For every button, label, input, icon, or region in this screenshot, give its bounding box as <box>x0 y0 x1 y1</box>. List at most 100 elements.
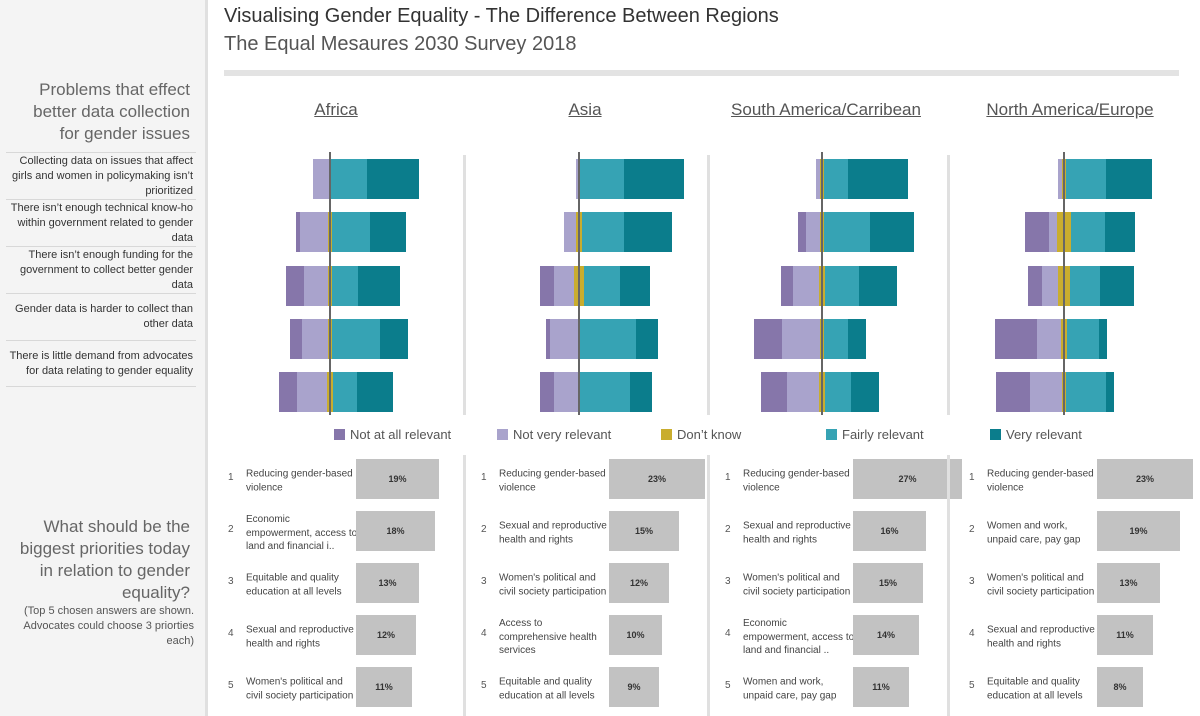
priority-rank: 2 <box>969 524 975 535</box>
bar-segment-not-very-relevant <box>313 159 329 199</box>
bar-segment-not-very-relevant <box>550 319 578 359</box>
priority-rank: 5 <box>228 680 234 691</box>
bar-segment-very-relevant <box>620 266 650 306</box>
priority-label: Women's political and civil society part… <box>499 572 607 598</box>
question-label: There is little demand from advocates fo… <box>6 340 196 387</box>
sidebar-panel <box>0 0 205 716</box>
priority-rank: 5 <box>725 680 731 691</box>
legend: Not at all relevant Not very relevant Do… <box>334 427 1184 445</box>
priority-bar: 13% <box>1097 563 1160 603</box>
legend-swatch <box>334 429 345 440</box>
bar-segment-not-very-relevant <box>806 212 820 252</box>
priority-bar: 10% <box>609 615 662 655</box>
priority-row: 2 Economic empowerment, access to land an… <box>224 507 452 559</box>
bar-segment-fairly-relevant <box>584 266 620 306</box>
priority-bar: 19% <box>356 459 439 499</box>
bar-segment-fairly-relevant <box>1070 266 1100 306</box>
priority-row: 5 Women's political and civil society par… <box>224 663 452 715</box>
priority-rank: 1 <box>725 472 731 483</box>
priority-label: Equitable and quality education at all l… <box>499 676 595 702</box>
priority-bar: 13% <box>356 563 419 603</box>
priority-label: Reducing gender-based violence <box>987 468 1094 494</box>
priority-rank: 2 <box>481 524 487 535</box>
priority-percent-label: 15% <box>634 526 653 536</box>
bar-segment-not-very-relevant <box>304 266 328 306</box>
bar-segment-fairly-relevant <box>332 212 370 252</box>
priority-bar: 16% <box>853 511 926 551</box>
bar-segment-not-at-all-relevant <box>279 372 297 412</box>
priority-row: 4 Economic empowerment, access to land an… <box>721 611 949 663</box>
priority-label: Sexual and reproductive health and right… <box>743 520 851 546</box>
bar-segment-very-relevant <box>1106 372 1114 412</box>
priority-row: 2 Women and work, unpaid care, pay gap 19% <box>965 507 1193 559</box>
priority-percent-label: 23% <box>647 474 666 484</box>
legend-item: Very relevant <box>990 427 1082 442</box>
bar-segment-not-very-relevant <box>816 159 820 199</box>
priority-rank: 5 <box>481 680 487 691</box>
bar-segment-very-relevant <box>848 319 866 359</box>
priority-rank: 4 <box>969 628 975 639</box>
priority-row: 5 Equitable and quality education at all … <box>477 663 705 715</box>
priority-rank: 4 <box>228 628 234 639</box>
priority-label: Women's political and civil society part… <box>987 572 1095 598</box>
priority-label: Women's political and civil society part… <box>246 676 354 702</box>
priority-bar: 11% <box>356 667 412 707</box>
priority-percent-label: 11% <box>1116 630 1134 640</box>
priorities-heading: What should be the biggest priorities to… <box>20 516 190 604</box>
bar-segment-not-very-relevant <box>1042 266 1058 306</box>
bar-segment-very-relevant <box>358 266 400 306</box>
priority-bar: 12% <box>356 615 416 655</box>
legend-item: Not very relevant <box>497 427 611 442</box>
priority-label: Economic empowerment, access to land and… <box>743 617 855 656</box>
legend-label: Not very relevant <box>513 427 612 442</box>
bar-segment-not-at-all-relevant <box>540 266 554 306</box>
priority-rank: 4 <box>481 628 487 639</box>
bar-segment-very-relevant <box>636 319 658 359</box>
legend-swatch <box>826 429 837 440</box>
page-title: Visualising Gender Equality - The Differ… <box>224 5 779 27</box>
bar-segment-very-relevant <box>1106 159 1152 199</box>
bar-segment-not-at-all-relevant <box>1028 266 1042 306</box>
priorities-heading-line: biggest priorities today <box>19 539 190 558</box>
bar-segment-fairly-relevant <box>580 319 636 359</box>
bar-segment-fairly-relevant <box>824 212 870 252</box>
priority-row: 1 Reducing gender-based violence 27% <box>721 455 962 507</box>
priority-rank: 5 <box>969 680 975 691</box>
priority-percent-label: 9% <box>627 682 641 692</box>
bar-segment-not-at-all-relevant <box>540 372 554 412</box>
priority-percent-label: 14% <box>876 630 895 640</box>
priority-bar: 11% <box>1097 615 1153 655</box>
bar-segment-very-relevant <box>357 372 393 412</box>
bar-segment-fairly-relevant <box>332 266 358 306</box>
priority-label: Reducing gender-based violence <box>246 468 353 494</box>
bar-segment-very-relevant <box>851 372 879 412</box>
bar-segment-not-very-relevant <box>1037 319 1061 359</box>
bar-segment-very-relevant <box>1105 212 1135 252</box>
priority-row: 3 Women's political and civil society par… <box>477 559 705 611</box>
problems-heading-line: better data collection <box>33 102 190 121</box>
priority-label: Equitable and quality education at all l… <box>246 572 342 598</box>
priority-label: Equitable and quality education at all l… <box>987 676 1083 702</box>
page-subtitle: The Equal Mesaures 2030 Survey 2018 <box>224 33 577 55</box>
bar-segment-very-relevant <box>848 159 908 199</box>
priority-label: Sexual and reproductive health and right… <box>499 520 607 546</box>
priority-rank: 3 <box>228 576 234 587</box>
priority-label: Economic empowerment, access to land and… <box>246 513 358 552</box>
question-label: There isn’t enough funding for the gover… <box>6 246 196 293</box>
priority-percent-label: 18% <box>386 526 405 536</box>
region-title-asia: Asia <box>568 100 602 119</box>
bar-segment-not-at-all-relevant <box>286 266 304 306</box>
priority-rank: 1 <box>969 472 975 483</box>
legend-swatch <box>497 429 508 440</box>
priority-rank: 3 <box>725 576 731 587</box>
priority-row: 3 Women's political and civil society par… <box>721 559 949 611</box>
bar-segment-not-at-all-relevant <box>996 372 1030 412</box>
bar-segment-not-very-relevant <box>576 159 578 199</box>
bar-segment-fairly-relevant <box>1066 159 1106 199</box>
legend-label: Fairly relevant <box>842 427 924 442</box>
bar-segment-not-at-all-relevant <box>995 319 1037 359</box>
bar-segment-fairly-relevant <box>1067 319 1099 359</box>
bar-segment-not-at-all-relevant <box>798 212 806 252</box>
bar-segment-not-very-relevant <box>554 266 574 306</box>
